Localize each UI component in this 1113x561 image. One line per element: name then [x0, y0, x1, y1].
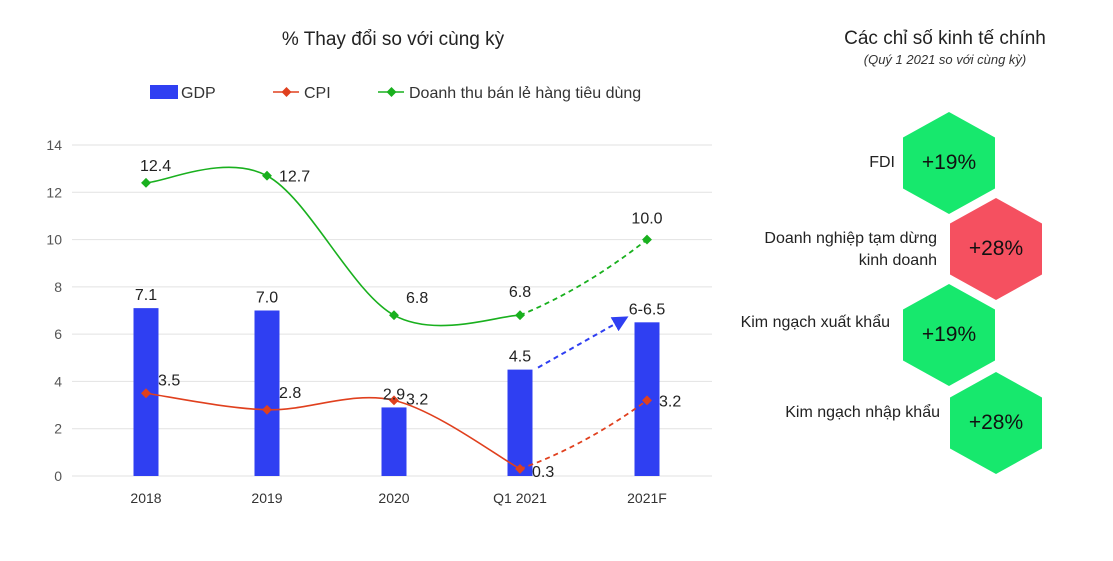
- indicator-hex-import: +28%: [950, 372, 1042, 474]
- chart-grid: 0 2 4 6 8 10 12 14: [46, 137, 712, 484]
- x-axis-ticks: 2018 2019 2020 Q1 2021 2021F: [130, 490, 666, 506]
- legend-label: CPI: [304, 85, 331, 102]
- gdp-data-label: 7.0: [256, 290, 278, 307]
- gdp-data-label: 4.5: [509, 349, 531, 366]
- gdp-bar: [507, 369, 533, 476]
- chart-lines: [141, 166, 652, 474]
- legend-label: Doanh thu bán lẻ hàng tiêu dùng: [409, 85, 641, 102]
- y-tick-label: 2: [54, 421, 62, 437]
- indicator-label-paused-business: Doanh nghiệp tạm dừng kinh doanh: [764, 230, 937, 269]
- cpi-line: [145, 392, 521, 470]
- y-tick-label: 14: [46, 137, 62, 153]
- cpi-data-label: 0.3: [532, 464, 554, 481]
- retail-data-label: 6.8: [509, 284, 531, 301]
- cpi-data-label: 3.2: [406, 391, 428, 408]
- retail-data-label: 6.8: [406, 290, 428, 307]
- indicator-hex-paused-business: +28%: [950, 198, 1042, 300]
- cpi-point: [141, 388, 151, 399]
- retail-line: [145, 166, 521, 327]
- y-tick-label: 6: [54, 326, 62, 342]
- retail-forecast-line: [519, 238, 648, 317]
- gdp-forecast-arrow: [537, 316, 629, 369]
- indicator-label-export: Kim ngạch xuất khẩu: [740, 314, 890, 331]
- gdp-data-label: 2.9: [383, 386, 405, 403]
- x-tick-label: Q1 2021: [493, 490, 547, 506]
- y-tick-label: 8: [54, 279, 62, 295]
- indicator-hex-export: +19%: [903, 284, 995, 386]
- indicators-subtitle: (Quý 1 2021 so với cùng kỳ): [863, 52, 1027, 67]
- cpi-point: [515, 463, 525, 474]
- yoy-chart: % Thay đổi so với cùng kỳ GDP CPI Doanh th…: [46, 29, 712, 506]
- retail-point: [515, 310, 525, 321]
- cpi-data-label: 3.5: [158, 372, 180, 389]
- retail-data-label: 12.4: [140, 158, 171, 175]
- legend-swatch-marker: [281, 87, 292, 97]
- data-labels: 7.1 7.0 2.9 4.5 6-6.5 3.5 2.8 3.2 0.3 3.2 12.4 12.7…: [135, 158, 681, 481]
- retail-point: [141, 177, 151, 188]
- x-tick-label: 2020: [378, 490, 409, 506]
- retail-point: [389, 310, 399, 321]
- gdp-bar: [254, 310, 280, 476]
- cpi-data-label: 2.8: [279, 385, 301, 402]
- gdp-data-label: 7.1: [135, 287, 157, 304]
- x-tick-label: 2018: [130, 490, 161, 506]
- cpi-point: [262, 404, 272, 415]
- retail-data-label: 10.0: [631, 211, 662, 228]
- legend-label: GDP: [181, 85, 216, 102]
- x-tick-label: 2021F: [627, 490, 667, 506]
- indicator-label-fdi: FDI: [869, 154, 895, 171]
- cpi-forecast-line: [519, 399, 648, 470]
- cpi-point: [642, 395, 652, 406]
- retail-point: [262, 170, 272, 181]
- legend-swatch-gdp: [150, 85, 178, 99]
- retail-data-label: 12.7: [279, 169, 310, 186]
- retail-point: [642, 234, 652, 245]
- indicators-title: Các chỉ số kinh tế chính: [844, 28, 1046, 49]
- y-tick-label: 10: [46, 232, 62, 248]
- indicator-label-import: Kim ngạch nhập khẩu: [785, 404, 940, 421]
- y-tick-label: 4: [54, 373, 62, 389]
- y-tick-label: 0: [54, 468, 62, 484]
- legend-swatch-marker: [386, 87, 397, 97]
- x-tick-label: 2019: [251, 490, 282, 506]
- chart-title: % Thay đổi so với cùng kỳ: [282, 29, 505, 50]
- chart-legend: GDP CPI Doanh thu bán lẻ hàng tiêu dùng: [150, 85, 641, 102]
- cpi-data-label: 3.2: [659, 393, 681, 410]
- y-tick-label: 12: [46, 184, 62, 200]
- indicator-hex-fdi: +19%: [903, 112, 995, 214]
- cpi-point: [389, 395, 399, 406]
- gdp-data-label: 6-6.5: [629, 301, 666, 318]
- gdp-bar: [381, 407, 407, 476]
